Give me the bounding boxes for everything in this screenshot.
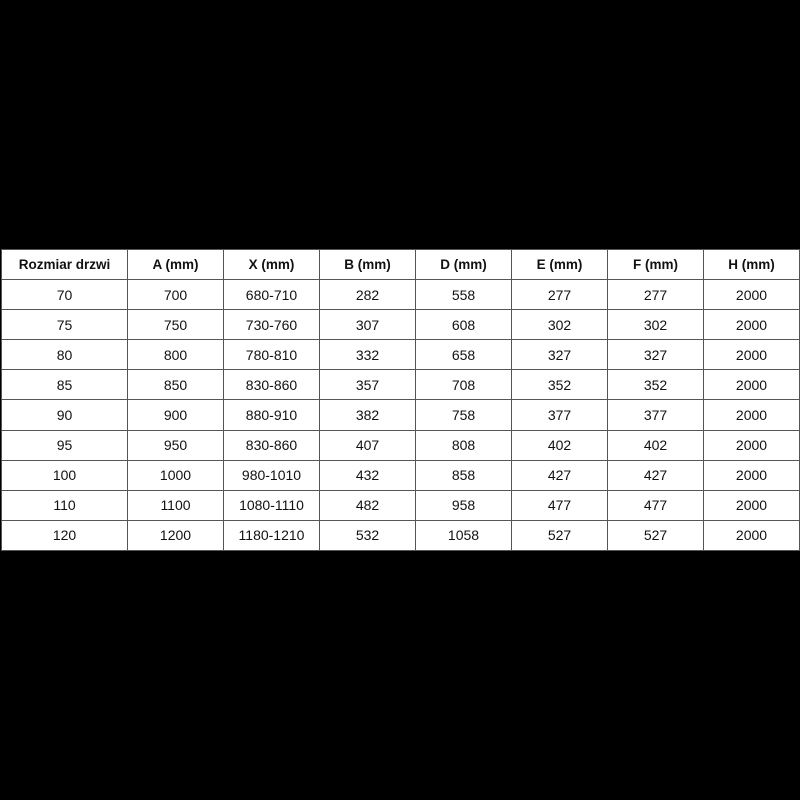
table-cell: 750 (127, 309, 224, 341)
column-header: B (mm) (319, 249, 416, 280)
table-cell: 85 (1, 369, 128, 401)
column-header: F (mm) (607, 249, 704, 280)
table-row: 110 1100 1080-1110 482 958 477 477 2000 (1, 489, 800, 521)
table-cell: 880-910 (223, 399, 320, 431)
column-header: D (mm) (415, 249, 512, 280)
table-cell: 2000 (703, 489, 800, 521)
table-cell: 658 (415, 339, 512, 371)
table-cell: 1080-1110 (223, 489, 320, 521)
table-cell: 730-760 (223, 309, 320, 341)
table-cell: 75 (1, 309, 128, 341)
table-cell: 900 (127, 399, 224, 431)
table-cell: 327 (511, 339, 608, 371)
table-cell: 377 (511, 399, 608, 431)
table-cell: 1058 (415, 519, 512, 552)
table-cell: 2000 (703, 399, 800, 431)
table-cell: 482 (319, 489, 416, 521)
table-cell: 307 (319, 309, 416, 341)
table-cell: 532 (319, 519, 416, 552)
table-cell: 402 (607, 429, 704, 461)
table-cell: 1000 (127, 459, 224, 491)
table-cell: 1200 (127, 519, 224, 552)
table-cell: 980-1010 (223, 459, 320, 491)
table-cell: 377 (607, 399, 704, 431)
table-cell: 1180-1210 (223, 519, 320, 552)
table-cell: 2000 (703, 369, 800, 401)
header-row: Rozmiar drzwi A (mm) X (mm) B (mm) D (mm) E (… (1, 249, 800, 280)
table-cell: 332 (319, 339, 416, 371)
table-cell: 2000 (703, 459, 800, 491)
table-cell: 958 (415, 489, 512, 521)
table-row: 90 900 880-910 382 758 377 377 2000 (1, 399, 800, 431)
table-cell: 477 (511, 489, 608, 521)
table-row: 100 1000 980-1010 432 858 427 427 2000 (1, 459, 800, 491)
table-cell: 2000 (703, 339, 800, 371)
table-cell: 1100 (127, 489, 224, 521)
door-size-table: Rozmiar drzwi A (mm) X (mm) B (mm) D (mm) E (… (1, 249, 800, 552)
table-cell: 527 (607, 519, 704, 552)
table-cell: 830-860 (223, 429, 320, 461)
table-cell: 680-710 (223, 278, 320, 311)
table-cell: 2000 (703, 278, 800, 311)
table-cell: 558 (415, 278, 512, 311)
table-cell: 282 (319, 278, 416, 311)
table-cell: 858 (415, 459, 512, 491)
table-cell: 327 (607, 339, 704, 371)
table-cell: 427 (511, 459, 608, 491)
table-row: 70 700 680-710 282 558 277 277 2000 (1, 278, 800, 311)
table-cell: 382 (319, 399, 416, 431)
column-header: E (mm) (511, 249, 608, 280)
table-cell: 808 (415, 429, 512, 461)
table-cell: 100 (1, 459, 128, 491)
table-cell: 527 (511, 519, 608, 552)
table-cell: 277 (511, 278, 608, 311)
table-cell: 302 (607, 309, 704, 341)
table-cell: 302 (511, 309, 608, 341)
table-cell: 830-860 (223, 369, 320, 401)
column-header: Rozmiar drzwi (1, 249, 128, 280)
table-cell: 432 (319, 459, 416, 491)
table-row: 85 850 830-860 357 708 352 352 2000 (1, 369, 800, 401)
table-cell: 95 (1, 429, 128, 461)
table-cell: 407 (319, 429, 416, 461)
table-cell: 80 (1, 339, 128, 371)
column-header: X (mm) (223, 249, 320, 280)
table-row: 75 750 730-760 307 608 302 302 2000 (1, 309, 800, 341)
table-row: 80 800 780-810 332 658 327 327 2000 (1, 339, 800, 371)
table-cell: 110 (1, 489, 128, 521)
table-cell: 950 (127, 429, 224, 461)
table-cell: 708 (415, 369, 512, 401)
table-cell: 352 (607, 369, 704, 401)
table-cell: 2000 (703, 429, 800, 461)
table-cell: 352 (511, 369, 608, 401)
table-cell: 2000 (703, 519, 800, 552)
table-cell: 608 (415, 309, 512, 341)
table-cell: 758 (415, 399, 512, 431)
column-header: A (mm) (127, 249, 224, 280)
table-cell: 70 (1, 278, 128, 311)
table-cell: 120 (1, 519, 128, 552)
table-cell: 277 (607, 278, 704, 311)
table-cell: 402 (511, 429, 608, 461)
table-cell: 357 (319, 369, 416, 401)
table-row: 95 950 830-860 407 808 402 402 2000 (1, 429, 800, 461)
column-header: H (mm) (703, 249, 800, 280)
table-cell: 90 (1, 399, 128, 431)
table-row: 120 1200 1180-1210 532 1058 527 527 2000 (1, 519, 800, 552)
table-cell: 427 (607, 459, 704, 491)
table-cell: 477 (607, 489, 704, 521)
table-cell: 780-810 (223, 339, 320, 371)
table-cell: 850 (127, 369, 224, 401)
table-cell: 2000 (703, 309, 800, 341)
table-cell: 700 (127, 278, 224, 311)
table-cell: 800 (127, 339, 224, 371)
